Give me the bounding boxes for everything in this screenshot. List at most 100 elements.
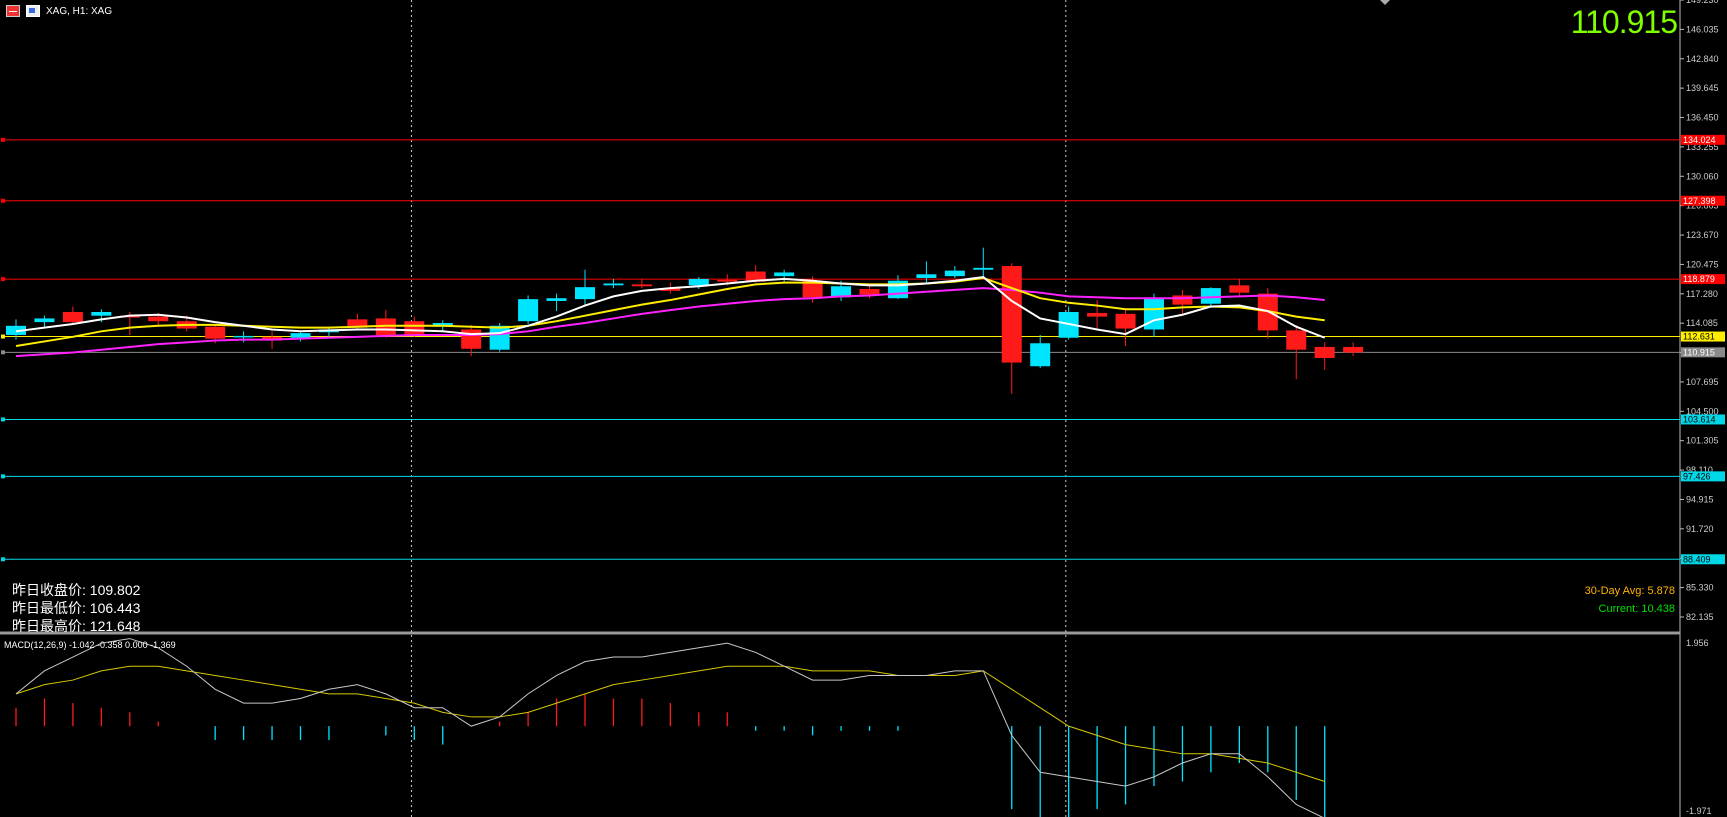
current-stat: Current: 10.438 [1599,603,1675,615]
avg-stat-label: 30-Day Avg: [1584,585,1645,597]
candle-body [404,321,425,335]
candle-body [688,278,709,286]
resistance-level-anchor [1,198,5,203]
y-tick-label: 94.915 [1686,494,1714,504]
y-tick-label: 104.500 [1686,406,1719,416]
candle-body [631,284,652,287]
chart-symbol-label: XAG, H1: XAG [46,5,113,17]
macd-y-tick-label: -1.971 [1686,806,1712,816]
y-tick-label: 139.645 [1686,83,1719,93]
last-price-display: 110.915 [1570,4,1678,40]
support-level-tag-label: 88.409 [1683,554,1711,564]
candle-body [489,325,510,350]
candle-body [1001,266,1022,363]
candle-body [91,312,112,316]
candle-body [148,316,169,322]
support-level-tag-label: 103.614 [1683,414,1716,424]
resistance-level-tag-label: 118.879 [1683,274,1715,284]
candle-body [1229,285,1250,293]
macd-y-tick-label: 1.956 [1686,638,1709,648]
candle-body [1343,346,1364,353]
candle-body [347,319,368,328]
candle-body [62,312,83,323]
candle-body [1087,312,1108,317]
yesterday-low-value: 106.443 [89,600,141,616]
chart-menu-icon[interactable] [6,5,20,17]
support-level-anchor [1,557,5,562]
yesterday-low-label: 昨日最低价 [12,600,82,616]
y-tick-label: 82.135 [1686,612,1714,622]
candle-body [774,272,795,277]
y-tick-label: 136.450 [1686,113,1719,123]
resistance-level-anchor [1,277,5,282]
candle-body [205,326,226,339]
scroll-indicator-icon [1380,0,1390,5]
resistance-level-tag [1681,134,1725,145]
resistance-level-tag-label: 134.024 [1683,135,1716,145]
support-level-tag-label: 97.426 [1683,471,1711,481]
support-level-tag [1681,471,1725,482]
candle-body [1314,346,1335,358]
chart-window-icon[interactable] [26,5,40,17]
yesterday-close-info: 昨日收盘价: 109.802 [12,582,141,598]
macd-main-line [15,638,1324,817]
candle-body [802,280,823,298]
candle-body [660,288,681,291]
support-level-anchor [1,417,5,422]
candle-body [518,299,539,322]
macd-label: MACD(12,26,9) -1.042 -0.358 0.000 -1.369 [4,640,176,650]
macd-signal-line [15,665,1325,782]
support-level-anchor [1,474,5,479]
candle-body [290,333,311,338]
resistance-level-anchor [1,137,5,142]
candle-body [546,298,567,301]
candle-body [1115,313,1136,329]
current-stat-value: 10.438 [1641,603,1675,615]
candle-body [1172,295,1193,305]
ma-white-line [15,276,1326,339]
y-tick-label: 85.330 [1686,583,1714,593]
resistance-level-tag [1681,195,1725,206]
y-tick-label: 146.035 [1686,24,1719,34]
resistance-level-tag [1681,274,1725,285]
y-tick-label: 91.720 [1686,524,1714,534]
last-price-level-anchor [1,350,5,355]
last-price-level-tag [1681,347,1725,358]
support-level-tag [1681,414,1725,425]
y-tick-label: 149.230 [1686,0,1719,5]
yesterday-high-info: 昨日最高价: 121.648 [12,618,141,634]
y-tick-label: 130.060 [1686,171,1719,181]
candle-body [1286,330,1307,350]
yesterday-low-info: 昨日最低价: 106.443 [12,600,141,616]
y-tick-label: 123.670 [1686,230,1719,240]
candle-body [745,271,766,282]
y-tick-label: 120.475 [1686,259,1719,269]
ma-magenta-line [15,287,1325,358]
candle-body [461,329,482,349]
reference-level-anchor [1,334,5,339]
candle-body [944,270,965,277]
reference-level-tag [1681,331,1725,342]
avg-stat-value: 5.878 [1647,585,1675,597]
y-tick-label: 101.305 [1686,436,1719,446]
candle-body [831,286,852,298]
chart-header: XAG, H1: XAG [6,4,112,18]
resistance-level-tag-label: 127.398 [1683,196,1716,206]
y-tick-label: 107.695 [1686,377,1719,387]
candle-body [916,274,937,278]
last-price-level-tag-label: 110.915 [1683,347,1715,357]
y-tick-label: 142.840 [1686,54,1719,64]
avg-stat: 30-Day Avg: 5.878 [1585,585,1675,597]
reference-level-tag-label: 112.631 [1683,332,1715,342]
candle-body [973,267,994,270]
candle-body [233,335,254,338]
yesterday-high-value: 121.648 [89,618,141,634]
yesterday-high-label: 昨日最高价 [12,618,82,634]
candle-body [603,283,624,286]
support-level-tag [1681,554,1725,565]
y-tick-label: 114.085 [1686,318,1718,328]
candle-body [575,287,595,300]
y-tick-label: 117.280 [1686,289,1718,299]
yesterday-close-label: 昨日收盘价 [12,582,82,598]
